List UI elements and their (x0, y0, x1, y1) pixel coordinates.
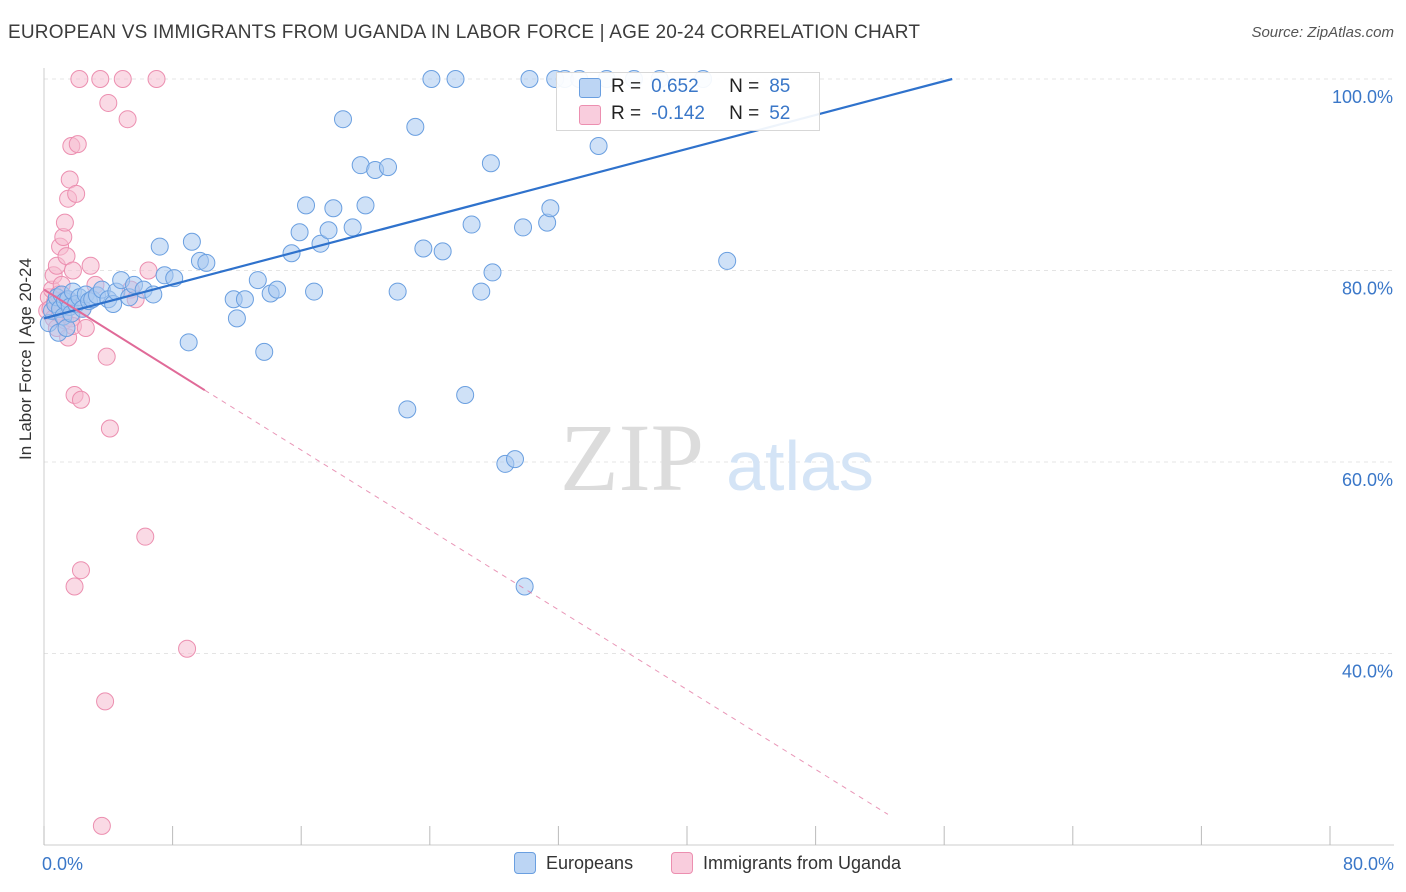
european-point (589, 137, 608, 156)
european-point (150, 237, 169, 256)
european-point (379, 158, 398, 177)
european-point (182, 232, 201, 251)
uganda-point (100, 419, 119, 438)
european-point (235, 290, 254, 309)
european-points (39, 70, 737, 596)
y-tick-label: 100.0% (1332, 87, 1393, 107)
uganda-point (99, 93, 118, 112)
bottom-legend-europeans: Europeans (514, 852, 633, 874)
uganda-point (70, 70, 89, 88)
uganda-point (68, 135, 87, 154)
chart-source: Source: ZipAtlas.com (1251, 24, 1394, 41)
legend-r-label: R = (611, 76, 642, 97)
uganda-point (136, 527, 155, 546)
uganda-point (71, 561, 90, 580)
european-point (541, 199, 560, 218)
european-point (343, 218, 362, 237)
bottom-legend-label-uganda: Immigrants from Uganda (703, 852, 902, 873)
european-point (422, 70, 441, 88)
x-tick-label-min: 0.0% (42, 854, 83, 874)
european-point (515, 577, 534, 596)
uganda-points (38, 70, 197, 835)
legend-r-value: 0.652 (651, 76, 699, 97)
legend-r-value: -0.142 (651, 103, 705, 124)
european-point (514, 218, 533, 237)
european-point (227, 309, 246, 328)
european-point (324, 199, 343, 218)
legend-n-value: 52 (769, 103, 791, 124)
european-point (398, 400, 417, 419)
european-point (718, 251, 737, 270)
uganda-point (91, 70, 110, 88)
legend-r-label: R = (611, 103, 642, 124)
watermark-zip: ZIP (560, 404, 704, 511)
european-point (433, 242, 452, 261)
european-point (462, 215, 481, 234)
european-point (472, 282, 491, 301)
legend-swatch-uganda (579, 105, 601, 125)
european-point (483, 263, 502, 282)
european-point (388, 282, 407, 301)
bottom-legend-uganda: Immigrants from Uganda (671, 852, 901, 874)
y-tick-label: 80.0% (1342, 279, 1393, 299)
uganda-point (55, 213, 74, 232)
y-axis-label: In Labor Force | Age 20-24 (16, 258, 35, 460)
european-point (481, 154, 500, 173)
bottom-legend-swatch-europeans (514, 852, 536, 874)
uganda-point (139, 261, 158, 280)
uganda-point (96, 692, 115, 711)
uganda-point (65, 577, 84, 596)
european-point (179, 333, 198, 352)
european-point (268, 280, 287, 299)
uganda-point (178, 639, 197, 658)
watermark-atlas: atlas (726, 427, 874, 505)
uganda-point (113, 70, 132, 88)
european-point (414, 239, 433, 258)
stats-legend: R = 0.652 N = 85 R = -0.142 N = 52 (556, 72, 820, 131)
legend-row-europeans: R = 0.652 N = 85 (579, 76, 791, 98)
uganda-point (118, 110, 137, 129)
y-tick-label: 60.0% (1342, 470, 1393, 490)
european-point (197, 253, 216, 272)
european-point (505, 450, 524, 469)
legend-n-value: 85 (769, 76, 791, 97)
x-tick-label-max: 80.0% (1343, 854, 1394, 874)
uganda-point (92, 816, 111, 835)
axis-layer (43, 68, 1394, 846)
chart-title: EUROPEAN VS IMMIGRANTS FROM UGANDA IN LA… (8, 22, 921, 43)
european-point (297, 196, 316, 215)
european-point (333, 110, 352, 129)
uganda-point (97, 347, 116, 366)
european-point (305, 282, 324, 301)
grid-layer (44, 78, 1394, 654)
bottom-legend-label-europeans: Europeans (546, 852, 634, 873)
european-point (255, 342, 274, 361)
legend-row-uganda: R = -0.142 N = 52 (579, 103, 791, 125)
legend-n-label: N = (729, 76, 760, 97)
european-point (406, 117, 425, 136)
uganda-point (76, 318, 95, 337)
european-point (456, 385, 475, 404)
uganda-point (63, 261, 82, 280)
bottom-legend-swatch-uganda (671, 852, 693, 874)
legend-swatch-europeans (579, 78, 601, 98)
uganda-trend-extension (204, 389, 889, 815)
y-tick-label: 40.0% (1342, 662, 1393, 682)
european-point (356, 196, 375, 215)
european-point (319, 221, 338, 240)
uganda-point (81, 256, 100, 275)
european-point (290, 223, 309, 242)
uganda-trend-line (43, 288, 206, 392)
tick-label-layer: 40.0% 60.0% 80.0% 100.0% 0.0% 80.0% (42, 87, 1394, 874)
uganda-point (147, 70, 166, 88)
european-point (520, 70, 539, 88)
european-point (446, 70, 465, 88)
legend-n-label: N = (729, 103, 760, 124)
european-point (248, 271, 267, 290)
uganda-point (71, 390, 90, 409)
uganda-point (67, 184, 86, 203)
